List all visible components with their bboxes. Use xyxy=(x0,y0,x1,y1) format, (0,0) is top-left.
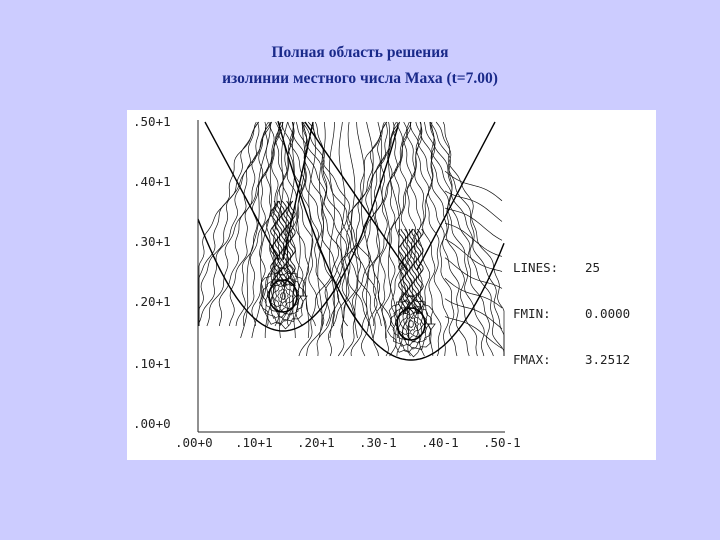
x-tick-label: .50-1 xyxy=(483,435,521,450)
y-tick-label: .40+1 xyxy=(133,174,171,189)
contour-line xyxy=(444,190,503,222)
contour-line xyxy=(264,121,288,338)
contour-line xyxy=(415,121,442,357)
contour-line xyxy=(444,298,503,330)
contour-line xyxy=(251,121,281,339)
oblique-shock-line xyxy=(204,121,280,261)
contour-loop xyxy=(280,292,287,300)
contour-line xyxy=(218,121,272,327)
contour-line xyxy=(429,121,494,357)
x-tick-label: .00+0 xyxy=(175,435,213,450)
x-tick-label: .30-1 xyxy=(359,435,397,450)
contour-line xyxy=(431,121,485,357)
body-regions xyxy=(268,279,426,341)
contour-line xyxy=(261,121,284,327)
oblique-shock-line xyxy=(304,121,408,271)
contour-plot-svg: .50+1 .40+1 .30+1 .20+1 .10+1 .00+0 .00+… xyxy=(133,114,630,450)
body-outline xyxy=(268,279,298,313)
wake-contour xyxy=(400,228,407,315)
contour-line xyxy=(316,121,385,357)
contour-line xyxy=(278,121,295,339)
wake-contour xyxy=(406,228,413,315)
contour-loop xyxy=(264,270,303,322)
contour-line xyxy=(444,170,503,202)
x-tick-label: .20+1 xyxy=(297,435,335,450)
contour-line xyxy=(377,121,399,339)
contour-loop xyxy=(261,267,304,325)
slide-title-line1: Полная область решения xyxy=(271,44,449,61)
contour-line xyxy=(417,121,449,357)
contour-line xyxy=(444,278,503,309)
wake-contour xyxy=(285,200,292,287)
contour-line xyxy=(361,121,398,357)
contour-line xyxy=(317,121,326,339)
info-fmin-key: FMIN: xyxy=(513,306,551,321)
wake-contour xyxy=(413,228,420,315)
contour-line xyxy=(301,121,348,327)
contour-loop xyxy=(277,288,289,304)
info-fmax-value: 3.2512 xyxy=(585,352,630,367)
contour-line xyxy=(366,121,387,339)
info-fmax-key: FMAX: xyxy=(513,352,551,367)
contour-line xyxy=(301,121,370,327)
y-tick-label: .50+1 xyxy=(133,114,171,129)
contour-line xyxy=(198,121,260,326)
contour-loop xyxy=(275,285,292,307)
contour-line xyxy=(198,121,259,326)
contour-line xyxy=(405,121,417,357)
contour-line xyxy=(444,207,503,241)
y-tick-label: .00+0 xyxy=(133,416,171,431)
contour-line xyxy=(240,121,271,339)
contour-line xyxy=(198,121,260,326)
contour-line xyxy=(306,121,388,357)
contour-loop xyxy=(259,264,308,330)
contour-line xyxy=(295,121,336,327)
contour-lines xyxy=(198,121,505,358)
contour-line xyxy=(444,316,503,349)
info-lines-key: LINES: xyxy=(513,260,558,275)
oblique-shock-line xyxy=(282,121,314,261)
contour-line xyxy=(288,121,316,327)
contour-line xyxy=(347,121,359,339)
contour-line xyxy=(303,121,362,327)
contour-line xyxy=(228,121,272,327)
wake-contour xyxy=(289,200,296,287)
contour-loop xyxy=(405,316,417,332)
slide-title-line2: изолинии местного числа Маха (t=7.00) xyxy=(222,70,498,87)
bow-shock-curves xyxy=(197,121,505,361)
contour-line xyxy=(444,222,503,257)
mach-contour-plot: .50+1 .40+1 .30+1 .20+1 .10+1 .00+0 .00+… xyxy=(127,110,656,460)
x-tick-label: .40-1 xyxy=(421,435,459,450)
wake-contour xyxy=(417,228,424,315)
contour-line xyxy=(206,121,267,327)
contour-line xyxy=(251,121,280,327)
info-lines-value: 25 xyxy=(585,260,600,275)
x-tick-label: .10+1 xyxy=(235,435,273,450)
contour-line xyxy=(198,121,257,326)
contour-line xyxy=(289,121,325,327)
bow-shock-curve xyxy=(197,125,399,332)
info-fmin-value: 0.0000 xyxy=(585,306,630,321)
contour-line xyxy=(305,121,316,339)
contour-line xyxy=(307,121,382,327)
y-tick-label: .20+1 xyxy=(133,294,171,309)
contour-line xyxy=(381,121,409,357)
contour-line xyxy=(429,121,478,357)
wake-contour xyxy=(415,228,422,315)
contour-line xyxy=(372,121,403,357)
contour-line xyxy=(444,257,503,289)
contour-line xyxy=(298,121,387,357)
oblique-shock-line xyxy=(416,121,496,271)
body-outline xyxy=(396,307,426,341)
contour-line xyxy=(435,121,505,356)
contour-line xyxy=(350,121,400,357)
contour-line xyxy=(442,121,505,356)
bow-shock-curve xyxy=(277,121,505,361)
y-tick-label: .30+1 xyxy=(133,234,171,249)
contour-loop xyxy=(389,295,432,353)
contour-line xyxy=(235,121,269,327)
y-tick-label: .10+1 xyxy=(133,356,171,371)
contour-loop xyxy=(403,313,420,335)
